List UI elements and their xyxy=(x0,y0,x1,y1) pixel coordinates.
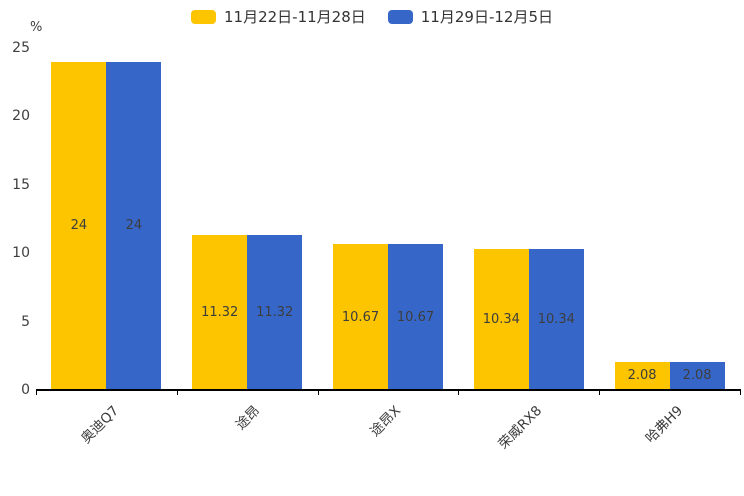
x-axis-line xyxy=(36,389,740,391)
bar-value-label: 11.32 xyxy=(201,305,239,321)
category-label: 荣威RX8 xyxy=(495,402,545,453)
legend-swatch-icon xyxy=(191,9,216,24)
bar-value-label: 11.32 xyxy=(256,305,294,321)
legend-label: 11月29日-12月5日 xyxy=(420,8,553,26)
plot-area: 24 24 11.32 11.32 10.67 10.67 10.34 10.34 2.08 2.… xyxy=(36,48,741,452)
y-axis-tick-label: 15 xyxy=(12,176,30,193)
legend-item[interactable]: 11月22日-11月28日 xyxy=(191,6,366,27)
bar[interactable]: 10.67 xyxy=(333,244,388,390)
legend: 11月22日-11月28日 11月29日-12月5日 xyxy=(0,6,744,27)
bar[interactable]: 10.34 xyxy=(473,248,529,390)
x-axis-tick xyxy=(36,389,37,395)
y-axis-tick-label: 25 xyxy=(12,40,30,56)
bar-value-label: 24 xyxy=(70,218,88,234)
x-axis-tick xyxy=(458,389,460,395)
bar[interactable]: 10.34 xyxy=(528,248,584,390)
y-axis-tick-label: 0 xyxy=(21,382,30,398)
bar[interactable]: 11.32 xyxy=(247,235,303,390)
category-label: 奥迪Q7 xyxy=(78,402,123,447)
bar-value-label: 2.08 xyxy=(627,368,657,384)
x-axis-tick xyxy=(176,389,178,395)
category-label: 哈弗H9 xyxy=(642,402,686,447)
bar[interactable]: 2.08 xyxy=(669,361,725,390)
x-axis-tick xyxy=(317,389,319,395)
bar[interactable]: 24 xyxy=(106,61,162,390)
category-label: 途昂X xyxy=(367,402,405,440)
x-axis-tick xyxy=(740,389,741,395)
bar-value-label: 24 xyxy=(125,218,143,234)
y-axis-tick-label: 20 xyxy=(12,108,30,125)
legend-label: 11月22日-11月28日 xyxy=(224,8,366,26)
bar-value-label: 10.34 xyxy=(537,311,575,327)
y-axis-unit-label: % xyxy=(30,20,43,35)
bar[interactable]: 10.67 xyxy=(388,244,443,390)
y-axis-tick-label: 10 xyxy=(12,245,30,262)
x-axis-tick xyxy=(599,389,601,395)
bar-value-label: 10.34 xyxy=(482,311,520,327)
bar-value-label: 10.67 xyxy=(396,309,435,325)
bar[interactable]: 24 xyxy=(51,61,107,390)
legend-item[interactable]: 11月29日-12月5日 xyxy=(387,6,553,27)
bar-value-label: 2.08 xyxy=(682,368,712,384)
bar[interactable]: 11.32 xyxy=(192,235,248,390)
bar-value-label: 10.67 xyxy=(341,309,380,325)
legend-swatch-icon xyxy=(387,9,413,24)
y-axis-tick-label: 5 xyxy=(21,313,30,330)
category-label: 途昂 xyxy=(232,402,264,434)
bar[interactable]: 2.08 xyxy=(614,361,670,390)
